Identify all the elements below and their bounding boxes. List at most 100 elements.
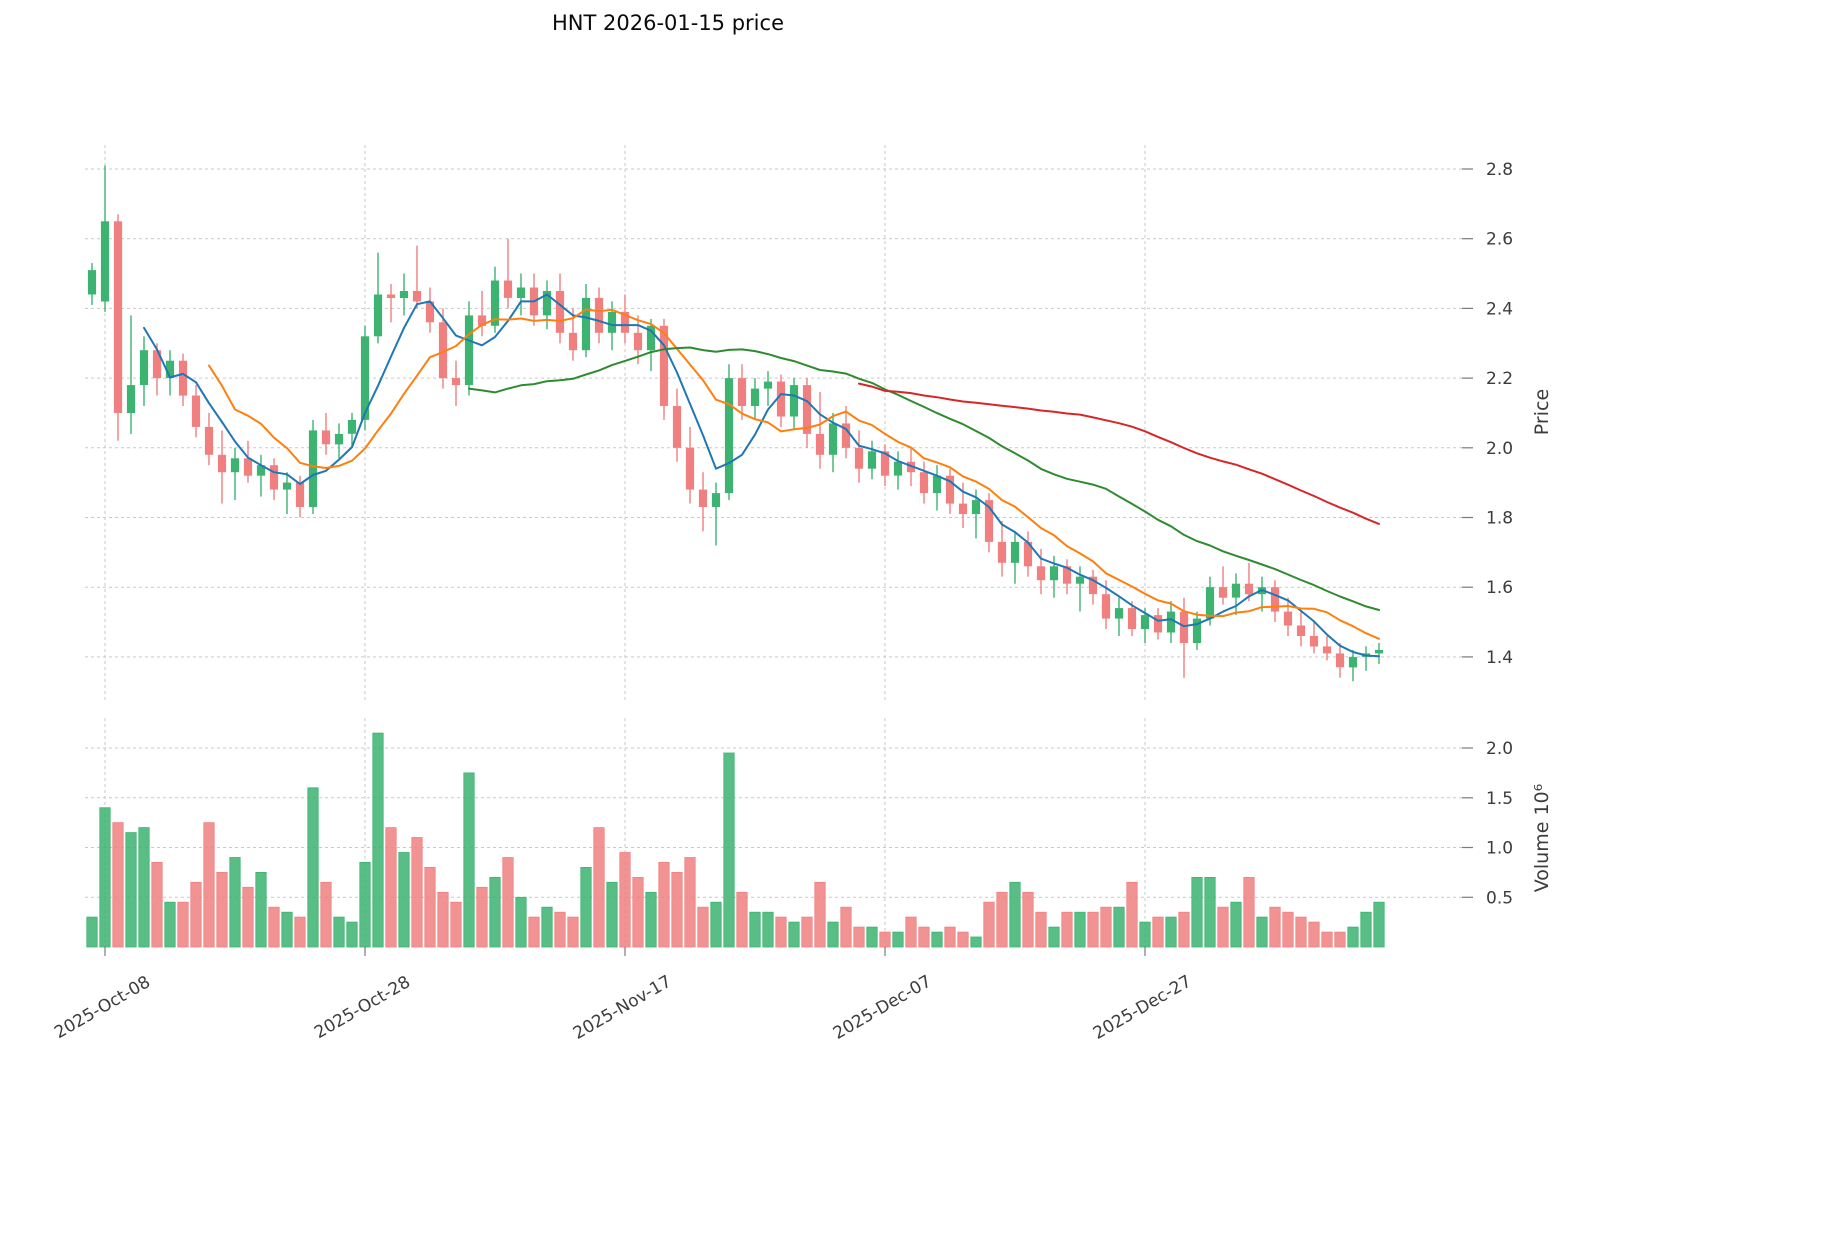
- volume-bar: [385, 827, 397, 948]
- volume-bar: [1113, 906, 1125, 948]
- volume-bar: [372, 732, 384, 948]
- volume-bar: [99, 807, 111, 948]
- volume-bar: [1282, 911, 1294, 948]
- volume-bar: [1295, 916, 1307, 948]
- volume-bar: [1217, 906, 1229, 948]
- volume-bar: [515, 896, 527, 948]
- volume-bar: [1074, 911, 1086, 948]
- volume-bar: [1269, 906, 1281, 948]
- candle-body: [659, 325, 669, 406]
- candle-body: [282, 482, 292, 490]
- volume-bar: [398, 852, 410, 948]
- candle-body: [516, 287, 526, 298]
- candle-body: [1205, 587, 1215, 619]
- candle-body: [308, 430, 318, 508]
- volume-bar: [1360, 911, 1372, 948]
- volume-panel: [86, 732, 1385, 948]
- candle-body: [165, 360, 175, 379]
- candle-body: [503, 280, 513, 298]
- volume-bar: [697, 906, 709, 948]
- candle-body: [1270, 587, 1280, 612]
- volume-bar: [1308, 921, 1320, 948]
- candle-body: [373, 294, 383, 337]
- candle-body: [1348, 656, 1358, 668]
- candle-body: [1166, 611, 1176, 633]
- volume-bar: [879, 931, 891, 948]
- candle-body: [269, 465, 279, 490]
- candle-body: [1036, 566, 1046, 581]
- volume-bar: [216, 872, 228, 948]
- candle-body: [360, 336, 370, 420]
- volume-bar: [151, 862, 163, 948]
- candle-body: [412, 291, 422, 302]
- volume-bar: [580, 867, 592, 948]
- volume-bar: [619, 852, 631, 948]
- volume-bar: [1334, 931, 1346, 948]
- candle-body: [425, 301, 435, 323]
- candle-body: [711, 493, 721, 507]
- volume-bar: [268, 906, 280, 948]
- volume-bar: [320, 881, 332, 948]
- volume-bar: [593, 827, 605, 948]
- volume-bar: [684, 857, 696, 948]
- candle-body: [633, 332, 643, 351]
- x-tick-label: 2025-Dec-27: [1090, 971, 1195, 1043]
- candle-body: [217, 454, 227, 473]
- volume-bar: [294, 916, 306, 948]
- candle-body: [997, 541, 1007, 563]
- candle-body: [1075, 576, 1085, 584]
- candle-body: [204, 426, 214, 455]
- candle-body: [490, 280, 500, 326]
- candle-body: [789, 385, 799, 417]
- candle-body: [685, 447, 695, 490]
- candle-body: [1283, 611, 1293, 626]
- volume-bar: [710, 901, 722, 948]
- candle-body: [854, 447, 864, 469]
- volume-bar: [203, 822, 215, 948]
- candle-body: [178, 360, 188, 396]
- chart-title: HNT 2026-01-15 price: [552, 11, 784, 35]
- candle-body: [802, 385, 812, 434]
- candle-body: [1127, 608, 1137, 629]
- candle-body: [594, 297, 604, 333]
- candle-body: [1296, 625, 1306, 636]
- volume-bar: [632, 877, 644, 948]
- candle-body: [581, 297, 591, 351]
- volume-bar: [1048, 926, 1060, 948]
- volume-bar: [957, 931, 969, 948]
- candle-body: [1062, 566, 1072, 584]
- volume-bar: [918, 926, 930, 948]
- candle-body: [321, 430, 331, 445]
- candle-body: [1231, 583, 1241, 598]
- candle-body: [464, 315, 474, 386]
- candle-body: [568, 332, 578, 351]
- candle-body: [828, 423, 838, 455]
- volume-bar: [125, 832, 137, 948]
- candle-body: [698, 489, 708, 507]
- candle-body: [750, 388, 760, 406]
- candle-body: [542, 291, 552, 316]
- volume-bar: [1152, 916, 1164, 948]
- volume-bar: [827, 921, 839, 948]
- volume-bar: [1022, 891, 1034, 948]
- price-tick-label: 2.2: [1486, 369, 1513, 389]
- volume-axis-label: Volume 10⁶: [1531, 784, 1553, 893]
- volume-bar: [736, 891, 748, 948]
- volume-bar: [411, 837, 423, 948]
- x-tick-label: 2025-Oct-28: [311, 972, 414, 1043]
- volume-bar: [905, 916, 917, 948]
- volume-bar: [567, 916, 579, 948]
- candle-body: [347, 419, 357, 434]
- candle-body: [152, 350, 162, 379]
- candle-body: [451, 378, 461, 386]
- candle-body: [191, 395, 201, 427]
- candle-body: [815, 433, 825, 455]
- candle-body: [1049, 566, 1059, 581]
- volume-bar: [1165, 916, 1177, 948]
- volume-tick-label: 1.5: [1486, 789, 1513, 809]
- volume-bar: [463, 772, 475, 948]
- volume-bar: [749, 911, 761, 948]
- candle-body: [243, 458, 253, 476]
